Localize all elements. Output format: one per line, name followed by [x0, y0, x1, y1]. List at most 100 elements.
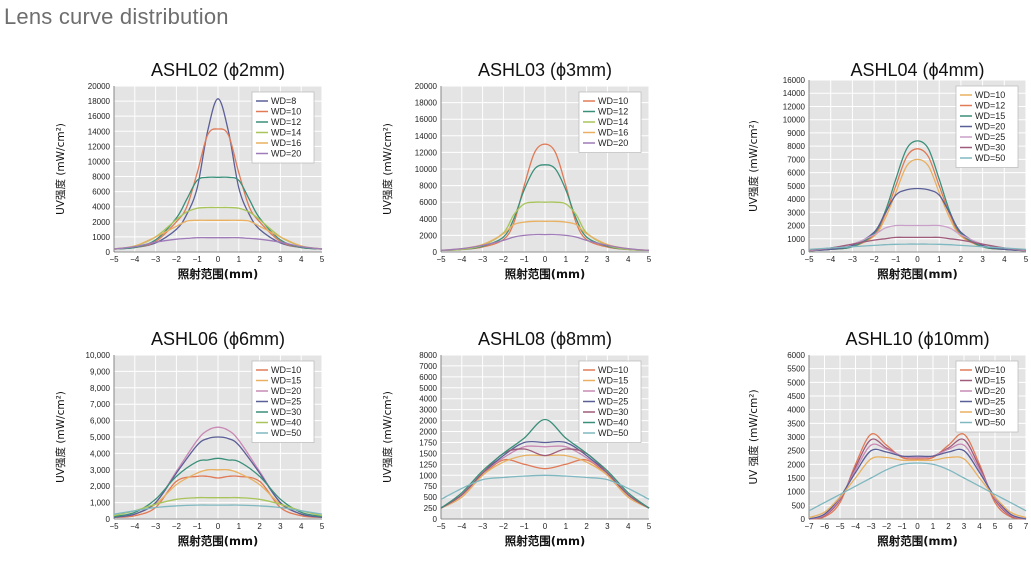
x-tick-label: 0	[915, 522, 920, 531]
x-tick-label: −1	[520, 255, 530, 264]
chart-ashl03: ASHL03 (ϕ3mm) 0 2000 4000 6000 8000 10000 12000…	[379, 56, 654, 288]
y-tick-label: 0	[433, 248, 438, 257]
x-tick-label: −5	[109, 255, 119, 264]
chart-title: ASHL02 (ϕ2mm)	[151, 60, 285, 80]
series-line	[113, 98, 323, 250]
x-tick-label: −4	[457, 522, 467, 531]
x-tick-label: −3	[478, 255, 488, 264]
legend-label: WD=30	[975, 407, 1005, 417]
x-tick-label: −1	[897, 522, 907, 531]
x-tick-label: 5	[1024, 255, 1029, 264]
y-tick-label: 9,000	[90, 367, 111, 376]
legend-label: WD=15	[975, 376, 1005, 386]
x-tick-label: 4	[977, 522, 982, 531]
y-tick-label: 0	[433, 515, 438, 524]
x-tick-label: −3	[848, 255, 858, 264]
series-line	[808, 448, 1027, 520]
chart-ashl02: ASHL02 (ϕ2mm) 0 1000 2000 4000 6000 8000 10000 1…	[52, 56, 327, 288]
x-tick-label: −3	[478, 522, 488, 531]
x-tick-label: −1	[193, 522, 203, 531]
y-tick-label: 3000	[787, 433, 805, 442]
y-tick-label: 7,000	[90, 400, 111, 409]
chart-svg: ASHL04 (ϕ4mm) 0 1000 2000 3000 4000 5000 6000 70…	[747, 60, 1029, 281]
y-axis-title: UV强度 (mW/cm²)	[747, 120, 760, 212]
y-tick-label: 2000	[92, 218, 110, 227]
x-tick-label: 1	[237, 522, 242, 531]
x-tick-label: −2	[870, 255, 880, 264]
y-axis-title: UV 强度 (mW/cm²)	[747, 389, 760, 484]
y-tick-label: 7000	[419, 362, 437, 371]
y-tick-label: 3,000	[90, 466, 111, 475]
x-tick-label: −6	[820, 522, 830, 531]
legend-label: WD=50	[271, 428, 301, 438]
x-tick-label: −4	[851, 522, 861, 531]
x-tick-label: 3	[605, 522, 610, 531]
x-tick-label: 4	[299, 522, 304, 531]
x-tick-label: 2	[257, 255, 262, 264]
x-tick-label: 5	[320, 255, 325, 264]
y-tick-label: 4000	[787, 195, 805, 204]
y-tick-label: 16000	[415, 115, 438, 124]
chart-title: ASHL08 (ϕ8mm)	[478, 329, 612, 349]
x-tick-label: 2	[584, 255, 589, 264]
y-tick-label: 10,000	[86, 351, 111, 360]
x-tick-label: 2	[946, 522, 951, 531]
x-axis-title: 照射范围(mm)	[505, 267, 585, 281]
x-tick-label: 0	[543, 255, 548, 264]
x-tick-label: 2	[584, 522, 589, 531]
legend-label: WD=16	[271, 138, 301, 148]
y-tick-label: 4500	[787, 392, 805, 401]
x-axis-title: 照射范围(mm)	[877, 534, 957, 548]
series-line	[440, 474, 650, 500]
legend-label: WD=10	[598, 365, 628, 375]
y-tick-label: 2000	[419, 417, 437, 426]
legend-label: WD=15	[975, 111, 1005, 121]
x-tick-label: 4	[626, 255, 631, 264]
y-tick-label: 0	[106, 248, 111, 257]
y-tick-label: 8,000	[90, 384, 111, 393]
x-tick-label: 3	[962, 522, 967, 531]
series-line	[113, 436, 323, 519]
chart-ashl04: ASHL04 (ϕ4mm) 0 1000 2000 3000 4000 5000 6000 70…	[745, 56, 1030, 288]
series-line	[808, 236, 1027, 251]
x-tick-label: −5	[109, 522, 119, 531]
series-line	[808, 462, 1027, 512]
series-line	[440, 418, 650, 509]
y-tick-label: 18000	[88, 97, 111, 106]
legend-label: WD=12	[271, 117, 301, 127]
y-tick-label: 5000	[787, 378, 805, 387]
y-tick-label: 500	[792, 501, 806, 510]
x-tick-label: −3	[866, 522, 876, 531]
y-tick-label: 2500	[787, 447, 805, 456]
y-tick-label: 1750	[419, 438, 437, 447]
y-tick-label: 8000	[419, 182, 437, 191]
chart-svg: ASHL02 (ϕ2mm) 0 1000 2000 4000 6000 8000 10000 1…	[54, 60, 325, 281]
series-line	[440, 143, 650, 251]
series-line	[113, 496, 323, 517]
y-tick-label: 14000	[88, 127, 111, 136]
chart-ashl06: ASHL06 (ϕ6mm) 0 1,000 2,000 3,000 4,000 5,000 6…	[52, 325, 327, 557]
y-tick-label: 16000	[783, 76, 806, 85]
x-tick-label: 1	[937, 255, 942, 264]
x-tick-label: 0	[216, 255, 221, 264]
y-tick-label: 2000	[787, 222, 805, 231]
legend-label: WD=50	[975, 153, 1005, 163]
series-line	[113, 457, 323, 518]
x-tick-label: 3	[605, 255, 610, 264]
y-tick-label: 6000	[419, 198, 437, 207]
legend-label: WD=25	[271, 397, 301, 407]
y-axis-title: UV强度 (mW/cm²)	[381, 391, 394, 483]
legend-label: WD=25	[975, 397, 1005, 407]
x-tick-label: −2	[499, 522, 509, 531]
y-tick-label: 8000	[419, 351, 437, 360]
chart-title: ASHL10 (ϕ10mm)	[845, 329, 989, 349]
x-tick-label: −1	[891, 255, 901, 264]
legend-label: WD=12	[975, 101, 1005, 111]
series-line	[113, 504, 323, 515]
y-tick-label: 12000	[783, 102, 806, 111]
y-tick-label: 4,000	[90, 449, 111, 458]
legend-label: WD=25	[975, 132, 1005, 142]
x-tick-label: 5	[320, 522, 325, 531]
x-tick-label: −2	[882, 522, 892, 531]
y-tick-label: 6000	[787, 351, 805, 360]
